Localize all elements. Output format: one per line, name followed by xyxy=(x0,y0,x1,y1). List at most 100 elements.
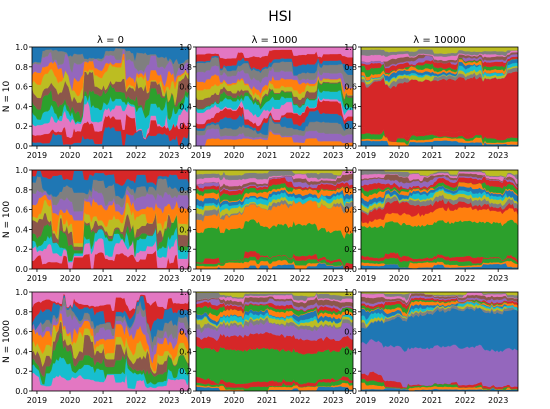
y-tick-label: 0.0 xyxy=(179,387,192,396)
y-tick-label: 0.6 xyxy=(344,83,357,92)
panel-frame xyxy=(195,46,354,147)
x-tick-label: 2021 xyxy=(422,151,442,160)
x-tick-label: 2023 xyxy=(323,274,343,283)
x-tick-label: 2022 xyxy=(290,151,310,160)
x-tick-label: 2023 xyxy=(488,396,508,405)
row-title: N = 1000 xyxy=(2,320,12,363)
area-asset-15 xyxy=(196,170,353,176)
column-title: λ = 1000 xyxy=(251,35,297,46)
column-title: λ = 0 xyxy=(97,35,124,46)
x-tick-label: 2022 xyxy=(290,274,310,283)
x-tick-label: 2019 xyxy=(191,396,211,405)
panel-frame xyxy=(31,46,190,147)
x-tick-label: 2020 xyxy=(224,396,244,405)
y-tick-label: 0.0 xyxy=(15,387,28,396)
y-tick-label: 0.6 xyxy=(344,328,357,337)
x-tick-label: 2020 xyxy=(60,151,80,160)
y-tick-label: 1.0 xyxy=(15,43,28,52)
y-tick-label: 0.4 xyxy=(344,102,357,111)
y-tick-label: 0.2 xyxy=(344,245,357,254)
x-tick-label: 2019 xyxy=(191,151,211,160)
x-tick-label: 2019 xyxy=(27,274,47,283)
y-tick-label: 0.6 xyxy=(179,206,192,215)
panel-frame xyxy=(31,169,190,270)
x-tick-label: 2020 xyxy=(224,151,244,160)
y-tick-label: 0.2 xyxy=(15,122,28,131)
x-tick-label: 2023 xyxy=(159,151,179,160)
panel-frame xyxy=(360,291,519,392)
area-asset-15 xyxy=(196,292,353,298)
y-tick-label: 0.8 xyxy=(344,186,357,195)
y-tick-label: 0.0 xyxy=(179,142,192,151)
y-tick-label: 0.2 xyxy=(344,367,357,376)
x-tick-label: 2022 xyxy=(455,274,475,283)
x-tick-label: 2019 xyxy=(356,396,376,405)
x-tick-label: 2022 xyxy=(290,396,310,405)
y-tick-label: 0.6 xyxy=(15,328,28,337)
y-tick-label: 0.4 xyxy=(344,225,357,234)
y-tick-label: 0.4 xyxy=(15,225,28,234)
y-tick-label: 0.2 xyxy=(344,122,357,131)
row-title: N = 10 xyxy=(2,81,12,113)
x-tick-label: 2022 xyxy=(126,151,146,160)
y-tick-label: 1.0 xyxy=(179,166,192,175)
x-tick-label: 2023 xyxy=(159,396,179,405)
y-tick-label: 0.0 xyxy=(15,265,28,274)
panel-r0-c1: 0.0 0.2 0.4 0.6 0.8 1.0 2019 2020 2021 2022 2023 λ … xyxy=(179,35,354,160)
stacked-areas xyxy=(32,292,189,391)
y-tick-label: 1.0 xyxy=(344,288,357,297)
stacked-areas xyxy=(196,47,353,146)
x-tick-label: 2020 xyxy=(389,151,409,160)
panel-frame xyxy=(195,169,354,270)
x-tick-label: 2020 xyxy=(389,396,409,405)
y-tick-label: 0.8 xyxy=(179,63,192,72)
y-tick-label: 0.4 xyxy=(179,225,192,234)
y-tick-label: 0.2 xyxy=(179,367,192,376)
panel-r0-c0: 0.0 0.2 0.4 0.6 0.8 1.0 2019 2020 2021 2022 2023 λ … xyxy=(2,35,190,160)
y-tick-label: 0.0 xyxy=(15,142,28,151)
area-asset-15 xyxy=(361,47,518,54)
x-tick-label: 2020 xyxy=(389,274,409,283)
y-tick-label: 0.4 xyxy=(344,347,357,356)
area-asset-15 xyxy=(361,292,518,296)
y-tick-label: 0.8 xyxy=(15,63,28,72)
x-tick-label: 2021 xyxy=(422,274,442,283)
y-tick-label: 0.0 xyxy=(344,142,357,151)
x-tick-label: 2023 xyxy=(159,274,179,283)
x-tick-label: 2019 xyxy=(27,151,47,160)
y-tick-label: 0.4 xyxy=(179,102,192,111)
y-tick-label: 0.0 xyxy=(179,265,192,274)
x-tick-label: 2019 xyxy=(27,396,47,405)
x-tick-label: 2021 xyxy=(93,396,113,405)
y-tick-label: 1.0 xyxy=(344,43,357,52)
y-tick-label: 0.8 xyxy=(179,308,192,317)
x-tick-label: 2021 xyxy=(257,274,277,283)
panels-grid: 0.0 0.2 0.4 0.6 0.8 1.0 2019 2020 2021 2022 2023 λ … xyxy=(2,35,519,405)
x-tick-label: 2019 xyxy=(191,274,211,283)
y-tick-label: 0.0 xyxy=(344,265,357,274)
x-tick-label: 2020 xyxy=(60,274,80,283)
stacked-areas xyxy=(196,170,353,269)
y-tick-label: 0.2 xyxy=(179,245,192,254)
area-asset-15 xyxy=(196,47,353,60)
y-tick-label: 1.0 xyxy=(15,166,28,175)
column-title: λ = 10000 xyxy=(413,35,465,46)
x-tick-label: 2023 xyxy=(323,396,343,405)
panel-frame xyxy=(195,291,354,392)
area-asset-15 xyxy=(361,170,518,178)
y-tick-label: 1.0 xyxy=(179,43,192,52)
y-tick-label: 0.2 xyxy=(179,122,192,131)
x-tick-label: 2021 xyxy=(257,151,277,160)
y-tick-label: 0.0 xyxy=(344,387,357,396)
x-tick-label: 2019 xyxy=(356,151,376,160)
stacked-areas xyxy=(196,292,353,391)
stacked-areas xyxy=(361,47,518,146)
x-tick-label: 2022 xyxy=(455,396,475,405)
x-tick-label: 2022 xyxy=(455,151,475,160)
area-asset-10 xyxy=(32,47,189,65)
x-tick-label: 2021 xyxy=(422,396,442,405)
stacked-areas xyxy=(361,170,518,269)
y-tick-label: 0.6 xyxy=(179,83,192,92)
stacked-areas xyxy=(32,170,189,269)
